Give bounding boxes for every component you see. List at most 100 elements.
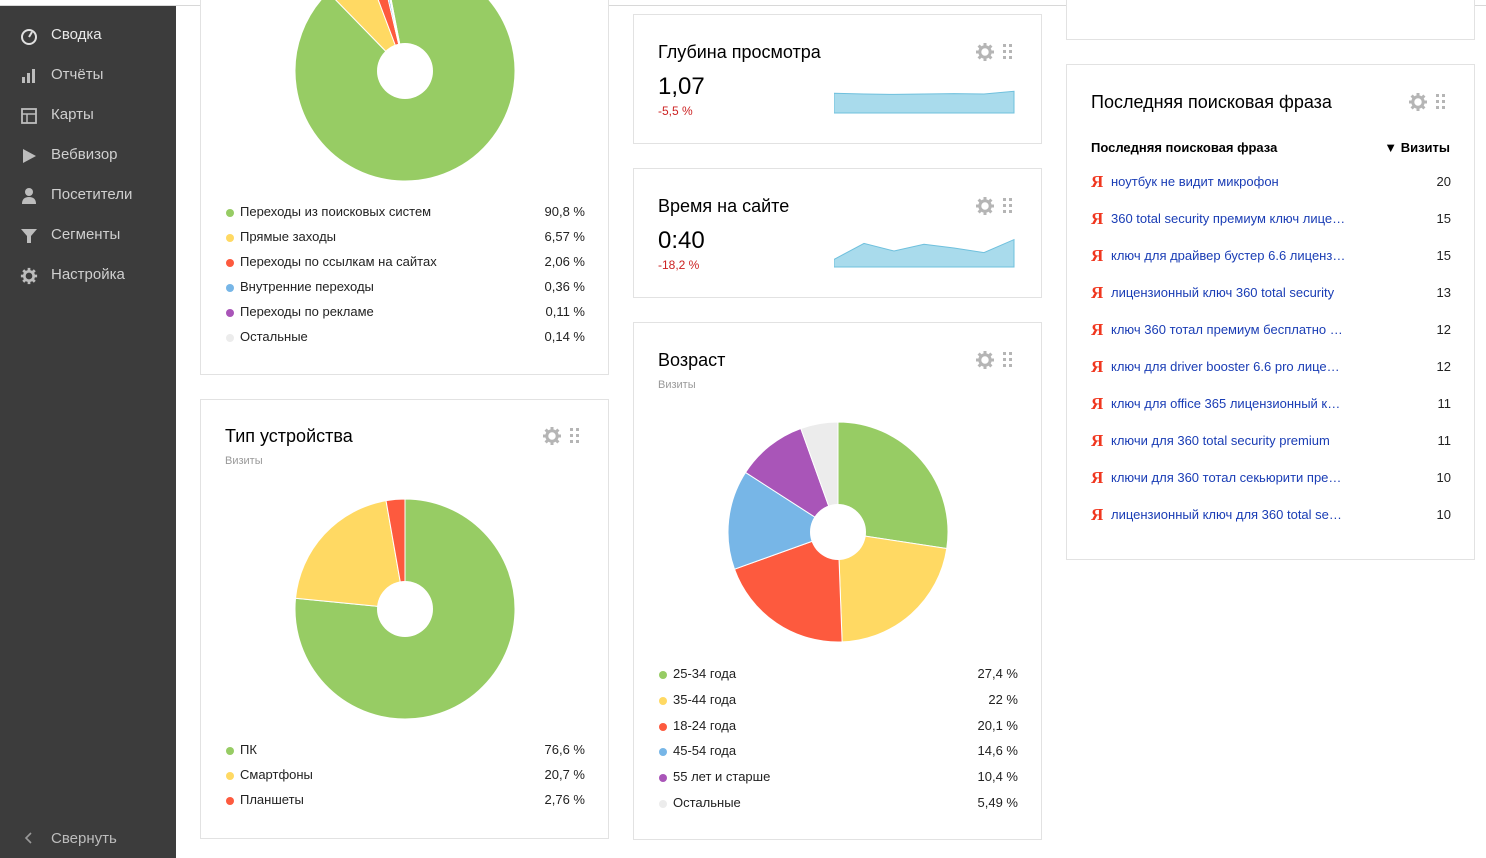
chevron-left-icon [24,832,32,844]
visits-count: 12 [1436,359,1451,374]
sparkline-area [834,238,1015,268]
drag-handle-icon[interactable] [1436,94,1446,110]
drag-handle-icon[interactable] [570,428,580,444]
legend-item[interactable]: 35-44 года 22 % [659,691,1018,711]
sparkline-area [834,90,1015,114]
donut-hole [377,581,433,637]
legend-value: 0,14 % [544,329,585,344]
age-card: Возраст Визиты 25-34 года 27,4 % 35-44 год… [633,322,1042,840]
pie-slice-3[interactable] [733,531,843,643]
search-phrase-link[interactable]: 360 total security премиум ключ лицензио… [1111,211,1346,226]
legend-item[interactable]: Смартфоны 20,7 % [226,766,585,786]
legend-item[interactable]: Остальные 5,49 % [659,794,1018,814]
sidebar-item-settings[interactable]: Настройка [0,256,176,296]
legend-value: 0,11 % [545,304,585,319]
legend-dot [659,722,667,731]
age-pie [727,421,949,643]
pie-slice-4[interactable] [727,471,840,570]
legend-item[interactable]: Прямые заходы 6,57 % [226,228,585,248]
legend-item[interactable]: 18-24 года 20,1 % [659,717,1018,737]
visits-count: 10 [1436,507,1451,522]
yandex-icon: Я [1091,468,1104,487]
drag-handle-icon[interactable] [1003,352,1013,368]
drag-handle-icon[interactable] [1003,44,1013,60]
visits-count: 12 [1436,322,1451,337]
legend-item[interactable]: Переходы по ссылкам на сайтах 2,06 % [226,253,585,273]
search-phrase-link[interactable]: ключ для office 365 лицензионный ключ [1111,396,1346,411]
column-header-phrase[interactable]: Последняя поисковая фраза [1091,140,1278,155]
legend-label: Смартфоны [240,767,313,782]
gear-icon[interactable] [542,426,562,446]
pie-slice-2[interactable] [837,531,948,643]
pie-slice-6[interactable] [800,421,839,533]
search-phrase-link[interactable]: лицензионный ключ 360 total security [1111,285,1335,300]
sidebar-item-maps[interactable]: Карты [0,96,176,136]
gear-icon[interactable] [975,196,995,216]
table-row[interactable]: Я 360 total security премиум ключ лицензи… [1091,209,1451,233]
pie-slice-2[interactable] [294,500,406,610]
legend-label: Переходы по рекламе [240,304,374,319]
search-phrase-link[interactable]: ключ для driver booster 6.6 pro лицензио… [1111,359,1346,374]
sidebar-item-label: Вебвизор [51,146,118,163]
sidebar-item-segments[interactable]: Сегменты [0,216,176,256]
card-subtitle: Визиты [658,379,696,391]
legend-label: ПК [240,742,257,757]
legend-dot [226,747,234,755]
sidebar-item-summary[interactable]: Сводка [0,16,176,56]
legend-label: Переходы из поисковых систем [240,204,432,219]
legend-label: 55 лет и старше [673,769,771,785]
legend-label: Остальные [673,795,741,810]
legend-value: 20,1 % [977,717,1018,733]
donut-hole [377,43,433,99]
device-type-card: Тип устройства Визиты ПК 76,6 % Смартфоны 2… [200,399,609,839]
legend-label: Переходы по ссылкам на сайтах [240,254,437,269]
legend-item[interactable]: 55 лет и старше 10,4 % [659,768,1018,788]
search-phrase-link[interactable]: ключи для 360 total security premium [1111,433,1330,448]
legend-item[interactable]: 25-34 года 27,4 % [659,665,1018,685]
legend-item[interactable]: ПК 76,6 % [226,741,585,761]
column-header-visits[interactable]: ▼ Визиты [1384,140,1450,155]
pie-slice-5[interactable] [744,427,839,534]
search-phrase-link[interactable]: ключ 360 тотал премиум бесплатно навсегд… [1111,322,1346,337]
card-title: Последняя поисковая фраза [1091,92,1332,112]
yandex-icon: Я [1091,394,1104,413]
legend-item[interactable]: Переходы из поисковых систем 90,8 % [226,203,585,223]
sidebar-item-webvisor[interactable]: Вебвизор [0,136,176,176]
search-phrase-link[interactable]: лицензионный ключ для 360 total security [1111,507,1346,522]
legend-label: Планшеты [240,792,304,807]
gear-icon[interactable] [1408,92,1428,112]
card-title: Тип устройства [225,426,353,446]
gear-icon[interactable] [975,350,995,370]
legend-value: 2,76 % [544,792,585,807]
yandex-icon: Я [1091,320,1104,339]
legend-value: 0,36 % [544,279,585,294]
legend-item[interactable]: Переходы по рекламе 0,11 % [226,303,585,323]
search-phrase-link[interactable]: ключ для драйвер бустер 6.6 лицензионный [1111,248,1346,263]
collapse-button[interactable]: Свернуть [0,822,176,854]
search-phrase-link[interactable]: ноутбук не видит микрофон [1111,174,1279,189]
legend-item[interactable]: Остальные 0,14 % [226,328,585,348]
legend-dot [226,797,234,805]
legend-dot [226,334,234,342]
drag-handle-icon[interactable] [1003,198,1013,214]
visits-count: 15 [1436,248,1451,263]
sidebar-item-label: Сегменты [51,226,121,243]
legend-item[interactable]: Внутренние переходы 0,36 % [226,278,585,298]
sidebar-item-visitors[interactable]: Посетители [0,176,176,216]
search-phrase-link[interactable]: ключи для 360 тотал секьюрити премиум [1111,470,1346,485]
legend-item[interactable]: Планшеты 2,76 % [226,791,585,811]
gear-icon[interactable] [975,42,995,62]
pie-slice-1[interactable] [837,421,949,550]
legend-item[interactable]: 45-54 года 14,6 % [659,742,1018,762]
gear-icon [20,267,38,285]
sidebar-item-reports[interactable]: Отчёты [0,56,176,96]
